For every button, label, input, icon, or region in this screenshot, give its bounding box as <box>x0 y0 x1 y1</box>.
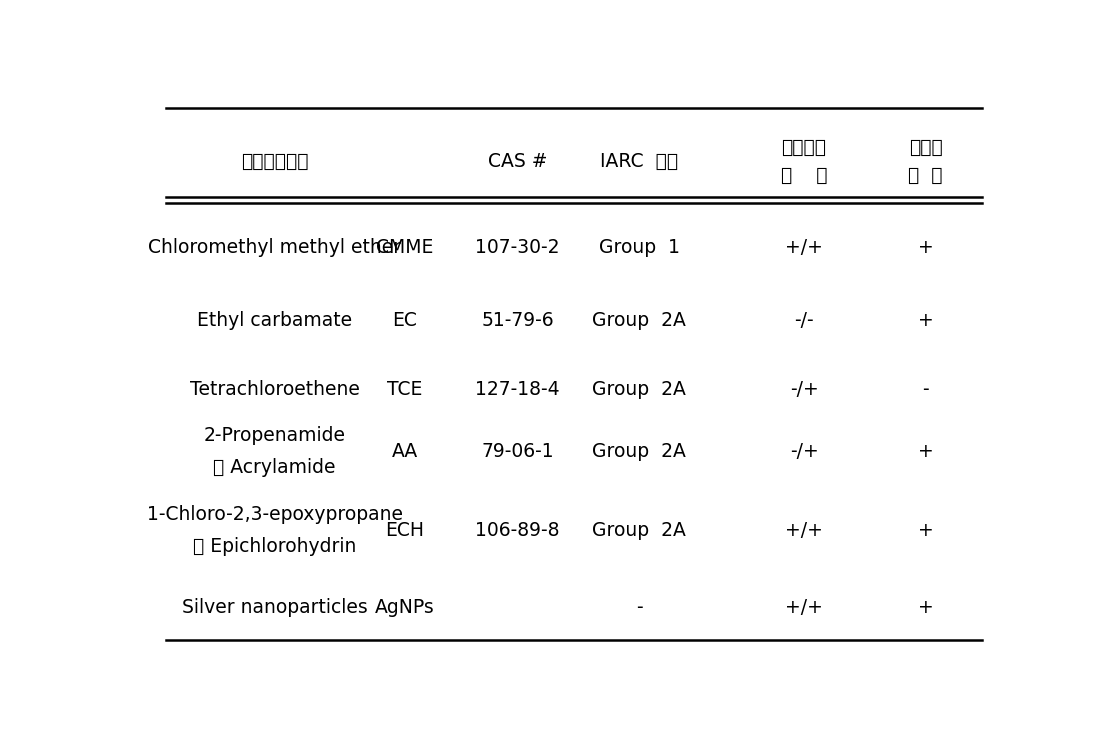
Text: ： Epichlorohydrin: ： Epichlorohydrin <box>193 537 356 556</box>
Text: Group  2A: Group 2A <box>592 442 687 461</box>
Text: CMME: CMME <box>376 238 433 257</box>
Text: 106-89-8: 106-89-8 <box>475 521 560 540</box>
Text: +/+: +/+ <box>785 598 823 617</box>
Text: 107-30-2: 107-30-2 <box>475 238 560 257</box>
Text: +: + <box>917 238 933 257</box>
Text: -/+: -/+ <box>790 442 819 461</box>
Text: AgNPs: AgNPs <box>375 598 435 617</box>
Text: +: + <box>917 598 933 617</box>
Text: AA: AA <box>392 442 418 461</box>
Text: +/+: +/+ <box>785 238 823 257</box>
Text: Group  1: Group 1 <box>598 238 680 257</box>
Text: -/-: -/- <box>794 311 814 330</box>
Text: Group  2A: Group 2A <box>592 380 687 399</box>
Text: Chloromethyl methyl ether: Chloromethyl methyl ether <box>148 238 401 257</box>
Text: Group  2A: Group 2A <box>592 521 687 540</box>
Text: EC: EC <box>392 311 417 330</box>
Text: 51-79-6: 51-79-6 <box>482 311 554 330</box>
Text: 2-Propenamide: 2-Propenamide <box>204 426 346 445</box>
Text: 여    부: 여 부 <box>781 166 828 185</box>
Text: Group  2A: Group 2A <box>592 311 687 330</box>
Text: Ethyl carbamate: Ethyl carbamate <box>197 311 352 330</box>
Text: 79-06-1: 79-06-1 <box>482 442 554 461</box>
Text: -: - <box>922 380 928 399</box>
Text: 1-Chloro-2,3-epoxypropane: 1-Chloro-2,3-epoxypropane <box>147 506 402 525</box>
Text: Silver nanoparticles: Silver nanoparticles <box>181 598 367 617</box>
Text: Tetrachloroethene: Tetrachloroethene <box>189 380 360 399</box>
Text: +/+: +/+ <box>785 521 823 540</box>
Text: IARC  분류: IARC 분류 <box>600 152 679 171</box>
Text: 127-18-4: 127-18-4 <box>475 380 560 399</box>
Text: +: + <box>917 311 933 330</box>
Text: -: - <box>636 598 643 617</box>
Text: 여  부: 여 부 <box>908 166 943 185</box>
Text: 우선시험물질: 우선시험물질 <box>241 152 308 171</box>
Text: ： Acrylamide: ： Acrylamide <box>213 458 336 477</box>
Text: CAS #: CAS # <box>488 152 548 171</box>
Text: 발암성: 발암성 <box>908 138 942 157</box>
Text: TCE: TCE <box>388 380 422 399</box>
Text: +: + <box>917 521 933 540</box>
Text: +: + <box>917 442 933 461</box>
Text: -/+: -/+ <box>790 380 819 399</box>
Text: 세포독성: 세포독성 <box>782 138 827 157</box>
Text: ECH: ECH <box>385 521 424 540</box>
